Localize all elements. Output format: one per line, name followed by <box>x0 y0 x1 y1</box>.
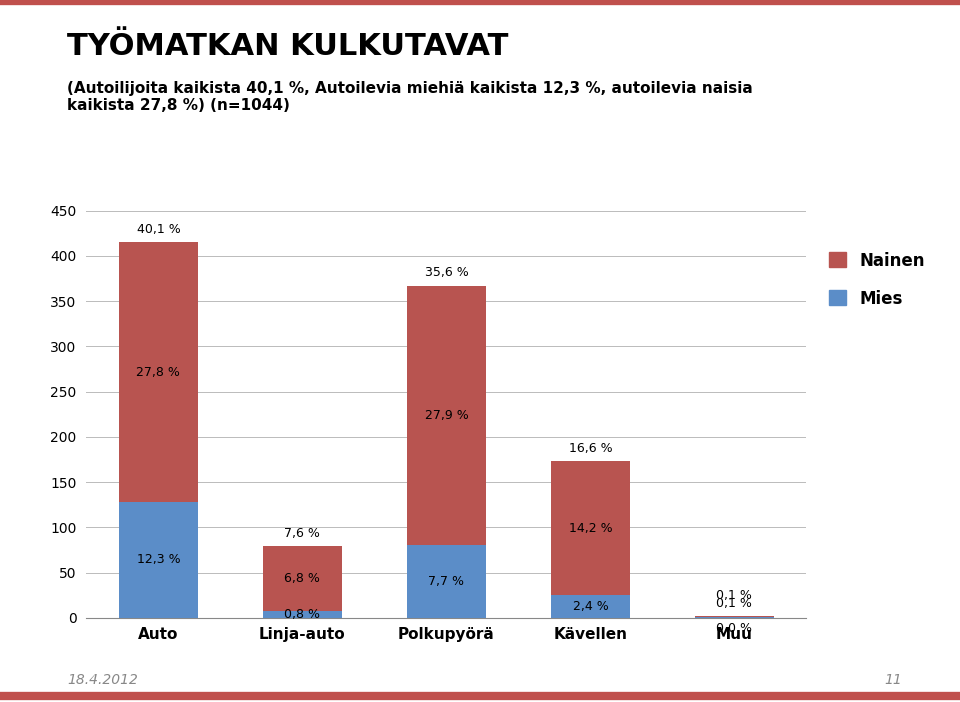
Text: 0,8 %: 0,8 % <box>284 608 321 621</box>
Text: 0,1 %: 0,1 % <box>716 597 753 609</box>
Text: 18.4.2012: 18.4.2012 <box>67 673 138 687</box>
Text: 35,6 %: 35,6 % <box>424 266 468 279</box>
Bar <box>695 617 774 618</box>
Text: 14,2 %: 14,2 % <box>568 522 612 535</box>
Bar <box>695 616 774 617</box>
Legend: Nainen, Mies: Nainen, Mies <box>829 251 924 307</box>
Text: (Autoilijoita kaikista 40,1 %, Autoilevia miehiä kaikista 12,3 %, autoilevia nai: (Autoilijoita kaikista 40,1 %, Autoilevi… <box>67 81 753 113</box>
Text: 12,3 %: 12,3 % <box>136 553 180 567</box>
Text: 0,1 %: 0,1 % <box>716 590 753 602</box>
Text: 27,8 %: 27,8 % <box>136 366 180 379</box>
Text: 11: 11 <box>885 673 902 687</box>
Text: 16,6 %: 16,6 % <box>568 442 612 455</box>
Bar <box>551 595 630 618</box>
Text: 27,9 %: 27,9 % <box>424 409 468 423</box>
Text: 2,4 %: 2,4 % <box>572 600 609 613</box>
Bar <box>263 611 342 618</box>
Bar <box>119 502 198 618</box>
Text: 7,6 %: 7,6 % <box>284 527 321 540</box>
Bar <box>119 242 198 502</box>
Text: 7,7 %: 7,7 % <box>428 575 465 588</box>
Bar <box>407 545 486 618</box>
Bar <box>407 286 486 545</box>
Text: 0,0 %: 0,0 % <box>716 622 753 635</box>
Text: 40,1 %: 40,1 % <box>136 223 180 236</box>
Text: TYÖMATKAN KULKUTAVAT: TYÖMATKAN KULKUTAVAT <box>67 32 509 60</box>
Bar <box>551 461 630 595</box>
Text: 6,8 %: 6,8 % <box>284 572 321 585</box>
Bar <box>263 546 342 611</box>
